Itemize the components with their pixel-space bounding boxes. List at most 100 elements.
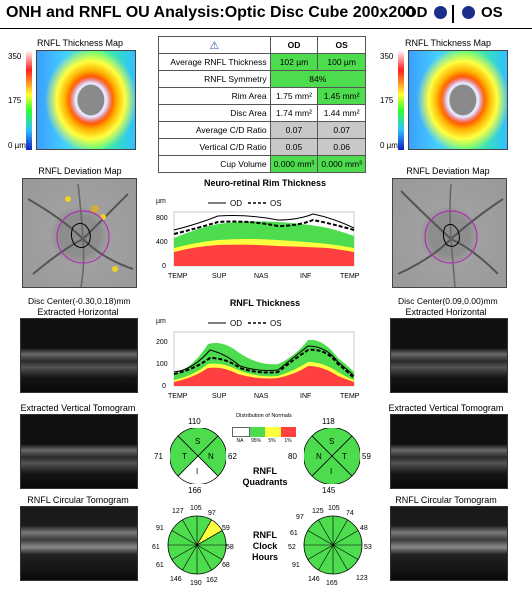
header-divider <box>452 5 454 23</box>
os-quad-s-value: 118 <box>322 417 335 426</box>
col-od: OD <box>269 36 319 54</box>
rnfl-chart-title: RNFL Thickness <box>229 298 301 308</box>
neuro-rim-chart: µm OD OS 800 400 0 TEMP SUP NAS INF TEMP <box>156 198 360 280</box>
os-clock-value: 146 <box>308 576 320 583</box>
os-letter-i: I <box>330 467 332 476</box>
os-scale-top: 350 <box>380 52 394 61</box>
row-label: Vertical C/D Ratio <box>158 138 271 156</box>
dist-na-swatch <box>232 427 250 437</box>
row-label: Average RNFL Thickness <box>158 53 271 71</box>
neuro-ytick: 400 <box>156 239 168 246</box>
rnfl-xtick: INF <box>300 393 311 400</box>
quadrants-label-line1: RNFL <box>253 466 277 476</box>
os-clock-value: 123 <box>356 575 368 582</box>
os-circular-tomogram <box>390 506 508 581</box>
dist-label: 5% <box>268 438 276 444</box>
os-clock-value: 91 <box>292 562 300 569</box>
od-clock-value: 127 <box>172 508 184 515</box>
os-letter-n: N <box>316 452 322 461</box>
os-scale-mid: 175 <box>380 96 394 105</box>
row-od-value: 0.07 <box>269 121 319 139</box>
rnfl-xtick: SUP <box>212 393 227 400</box>
od-clock-value: 68 <box>222 562 230 569</box>
neuro-od-line <box>173 213 355 231</box>
od-clock-value: 190 <box>190 580 202 587</box>
od-clock-chart <box>167 515 227 575</box>
od-clock-value: 97 <box>208 510 216 517</box>
neuro-xtick: TEMP <box>340 273 360 280</box>
rnfl-thickness-chart: µm OD OS 200 100 0 TEMP SUP NAS INF TEMP <box>156 318 360 400</box>
od-letter-s: S <box>195 437 200 446</box>
od-scale-mid: 175 <box>8 96 22 105</box>
distribution-labels: NA 95% 5% 1% <box>232 438 296 444</box>
od-circular-tomogram <box>20 506 138 581</box>
rnfl-ytick: 200 <box>156 339 168 346</box>
quadrants-label-line2: Quadrants <box>242 477 288 487</box>
neuro-os-line <box>173 218 355 235</box>
os-vertical-tomogram <box>390 414 508 489</box>
neuro-abnormal-band <box>174 244 354 266</box>
row-os-value: 100 µm <box>317 53 366 71</box>
rnfl-legend-os: OS <box>270 319 282 328</box>
distribution-title: Distribution of Normals <box>236 413 292 419</box>
os-quad-i-value: 145 <box>322 486 336 495</box>
page-title: ONH and RNFL OU Analysis:Optic Disc Cube… <box>6 4 416 21</box>
os-quad-n <box>304 435 333 477</box>
dist-5-swatch <box>265 427 281 437</box>
dist-label: NA <box>236 438 244 444</box>
os-vertical-caption: Extracted Vertical Tomogram <box>388 403 504 413</box>
od-clock-value: 61 <box>156 562 164 569</box>
row-symmetry-value: 84% <box>269 70 367 88</box>
row-os-value: 1.44 mm² <box>317 104 366 122</box>
dist-label: 95% <box>250 438 261 444</box>
os-circular-caption: RNFL Circular Tomogram <box>395 495 497 505</box>
os-clock-value: 48 <box>360 525 368 532</box>
os-clock-value: 61 <box>290 530 298 537</box>
rnfl-os-line <box>173 348 355 379</box>
rnfl-xtick: TEMP <box>340 393 360 400</box>
dist-label: 1% <box>284 438 292 444</box>
od-thickness-map <box>36 50 136 150</box>
os-quad-n-value: 59 <box>362 452 371 461</box>
neuro-ytick: 0 <box>162 263 166 270</box>
od-deviation-caption: RNFL Deviation Map <box>38 166 122 176</box>
os-thickness-map <box>408 50 508 150</box>
clock-label: RNFL Clock Hours <box>240 530 290 563</box>
od-disc-center: Disc Center(-0.30,0.18)mm <box>28 296 131 306</box>
od-scale-bottom: 0 µm <box>8 141 26 150</box>
os-horizontal-tomogram <box>390 318 508 393</box>
rnfl-od-line <box>173 345 355 377</box>
row-os-value: 0.07 <box>317 121 366 139</box>
od-quadrant-chart: S N I T <box>170 428 226 484</box>
row-od-value: 0.05 <box>269 138 319 156</box>
clock-label-line3: Hours <box>251 552 278 562</box>
od-circular-caption: RNFL Circular Tomogram <box>27 495 129 505</box>
os-thickness-caption: RNFL Thickness Map <box>404 38 492 48</box>
row-os-value: 1.45 mm² <box>317 87 366 105</box>
dist-1-swatch <box>280 427 296 437</box>
neuro-legend-od: OD <box>230 199 242 208</box>
row-od-value: 102 µm <box>269 53 319 71</box>
os-quadrant-chart: S T I N <box>304 428 360 484</box>
neuro-ytick: 800 <box>156 215 168 222</box>
rnfl-ytick: 0 <box>162 383 166 390</box>
metrics-table: ⚠ OD OS Average RNFL Thickness 102 µm 10… <box>158 36 367 173</box>
od-letter-t: T <box>182 452 187 461</box>
os-deviation-map <box>392 178 507 288</box>
od-colorbar <box>26 50 32 150</box>
od-deviation-overlay <box>27 183 134 288</box>
row-label: Cup Volume <box>158 155 271 173</box>
neuro-xtick: TEMP <box>168 273 188 280</box>
os-quad-t <box>331 435 360 477</box>
neuro-xtick: NAS <box>254 273 269 280</box>
od-clock-value: 146 <box>170 576 182 583</box>
od-clock-value: 91 <box>156 525 164 532</box>
warning-icon: ⚠ <box>158 36 271 54</box>
od-dot-icon <box>433 6 447 19</box>
od-header: OD <box>405 4 447 21</box>
od-clock-yellow-sector <box>196 519 223 546</box>
od-clock-value: 61 <box>152 544 160 551</box>
quadrants-label: RNFL Quadrants <box>240 466 290 488</box>
row-label: Disc Area <box>158 104 271 122</box>
os-quad-i <box>311 455 353 484</box>
